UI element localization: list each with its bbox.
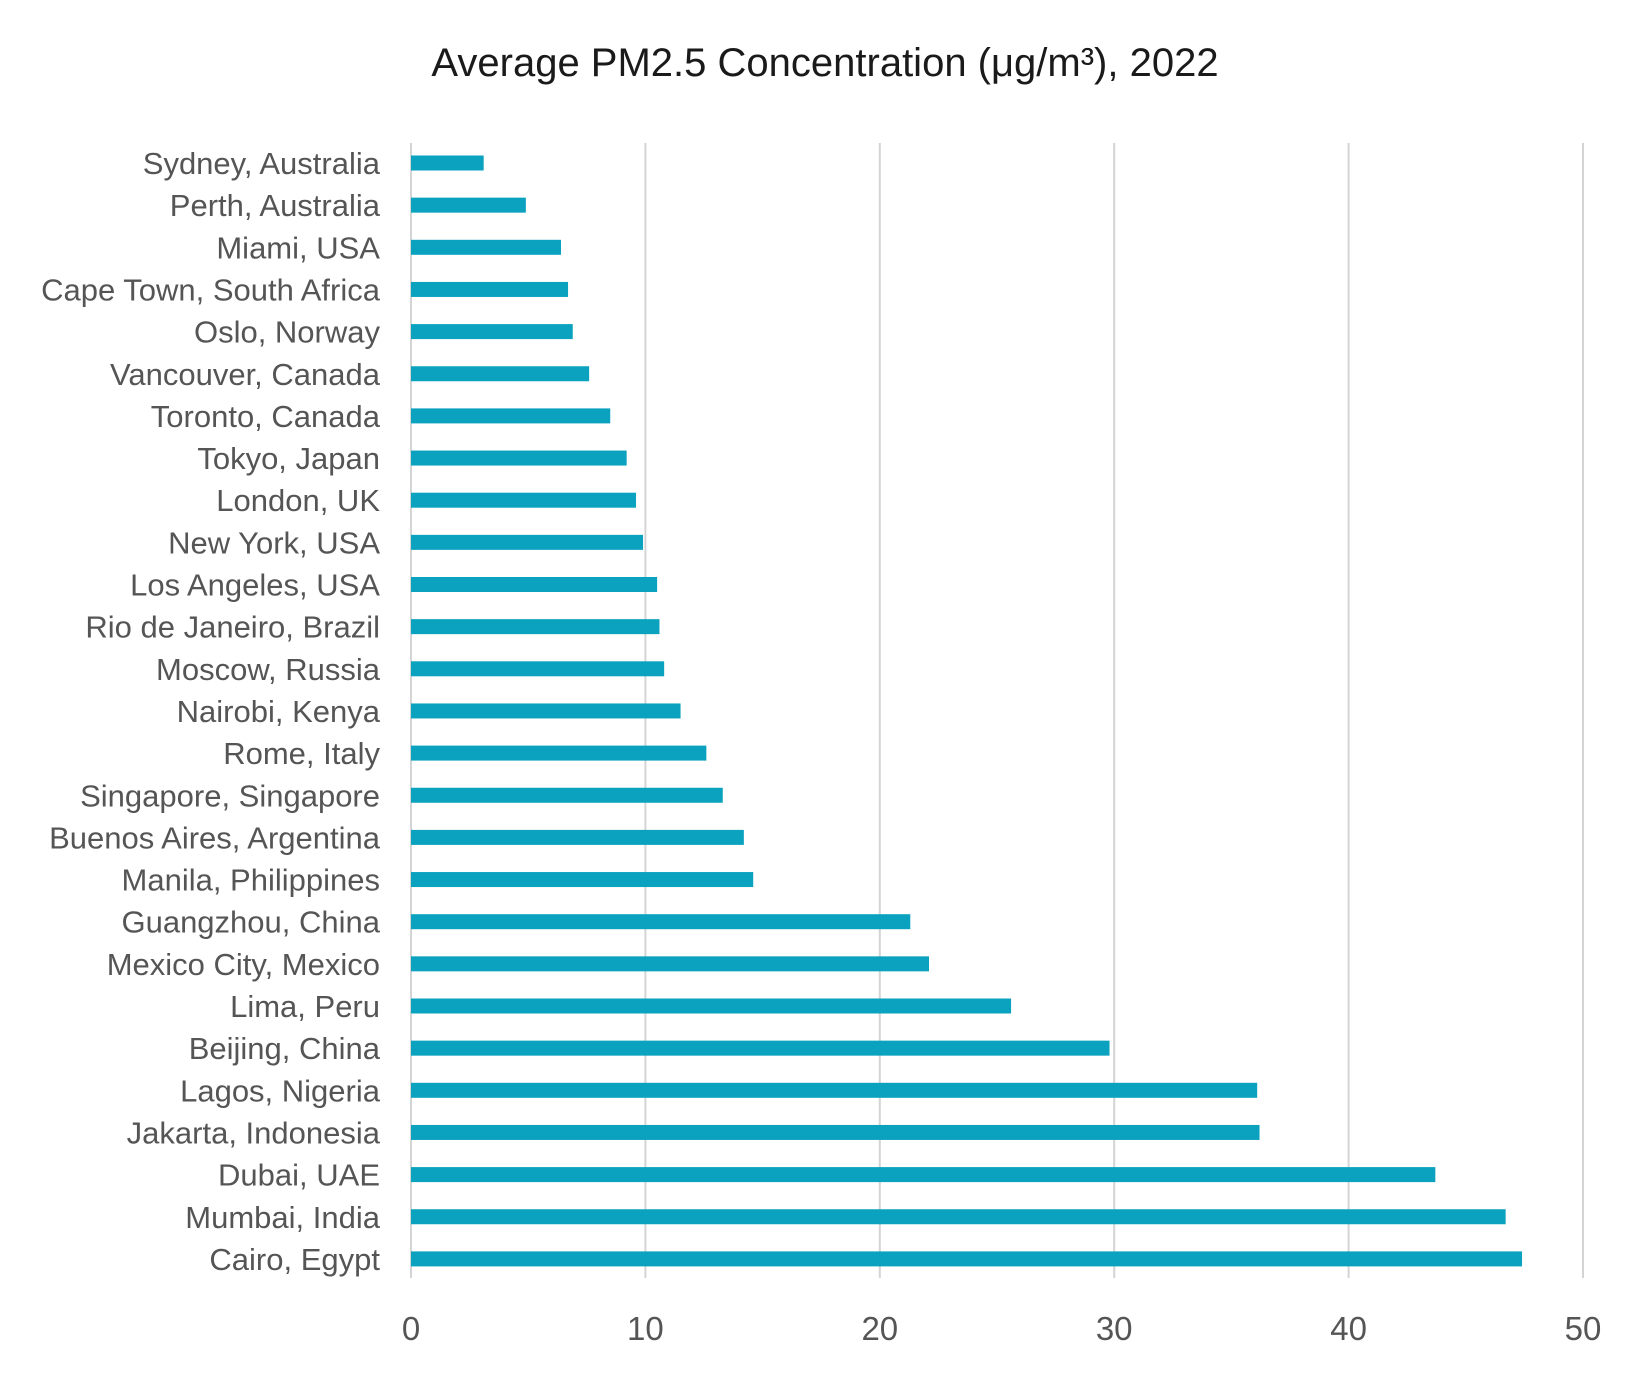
bar [411, 998, 1012, 1014]
bar [411, 450, 627, 466]
bar [411, 1040, 1110, 1056]
category-label: Cape Town, South Africa [41, 272, 381, 307]
category-label: Manila, Philippines [122, 863, 380, 898]
category-label: London, UK [216, 483, 380, 518]
category-label: Nairobi, Kenya [177, 694, 381, 729]
x-axis-ticks: 0 10 20 30 40 50 [402, 1310, 1602, 1347]
chart-title: Average PM2.5 Concentration (μg/m³), 202… [431, 41, 1218, 85]
category-label: Vancouver, Canada [110, 357, 381, 392]
x-tick-label: 30 [1096, 1310, 1133, 1347]
category-label: Rome, Italy [223, 736, 380, 771]
category-label: Mexico City, Mexico [107, 947, 380, 982]
x-tick-label: 40 [1330, 1310, 1367, 1347]
x-tick-label: 10 [627, 1310, 664, 1347]
category-label: Lima, Peru [230, 989, 380, 1024]
bar [411, 787, 723, 803]
category-label: Dubai, UAE [218, 1158, 380, 1193]
bar [411, 155, 484, 171]
bar [411, 281, 569, 297]
bar [411, 1209, 1506, 1225]
bar [411, 829, 744, 845]
bar [411, 1251, 1523, 1267]
bar [411, 1124, 1260, 1140]
category-label: Sydney, Australia [143, 146, 381, 181]
bar [411, 1167, 1436, 1183]
category-label: Moscow, Russia [156, 652, 381, 687]
bar [411, 324, 573, 340]
bar [411, 703, 681, 719]
category-label: Tokyo, Japan [197, 441, 380, 476]
category-label: Buenos Aires, Argentina [49, 820, 381, 855]
x-tick-label: 0 [402, 1310, 420, 1347]
category-label: Beijing, China [189, 1031, 381, 1066]
x-tick-label: 20 [861, 1310, 898, 1347]
bar [411, 619, 660, 635]
bar [411, 956, 930, 972]
bar [411, 577, 658, 592]
category-label: Los Angeles, USA [130, 568, 380, 603]
category-label: Jakarta, Indonesia [127, 1115, 381, 1150]
category-label: Singapore, Singapore [80, 778, 380, 813]
category-label: Lagos, Nigeria [180, 1073, 381, 1108]
category-label: Oslo, Norway [194, 315, 381, 350]
category-label: Guangzhou, China [121, 905, 380, 940]
category-label: Toronto, Canada [151, 399, 381, 434]
category-labels: Sydney, Australia Perth, Australia Miami, … [41, 146, 381, 1277]
bar [411, 745, 707, 761]
bar [411, 914, 911, 930]
bar [411, 661, 665, 677]
bar [411, 197, 526, 213]
bars [411, 155, 1523, 1267]
bar [411, 1082, 1258, 1098]
category-label: New York, USA [168, 525, 380, 560]
bar [411, 492, 637, 508]
category-label: Perth, Australia [170, 188, 381, 223]
category-label: Rio de Janeiro, Brazil [85, 610, 380, 645]
category-label: Miami, USA [216, 230, 380, 265]
bar [411, 366, 590, 382]
bar [411, 408, 611, 424]
bar [411, 239, 562, 255]
bar [411, 534, 644, 550]
bar [411, 872, 754, 888]
category-label: Mumbai, India [185, 1200, 380, 1235]
category-label: Cairo, Egypt [209, 1242, 380, 1277]
x-tick-label: 50 [1565, 1310, 1602, 1347]
